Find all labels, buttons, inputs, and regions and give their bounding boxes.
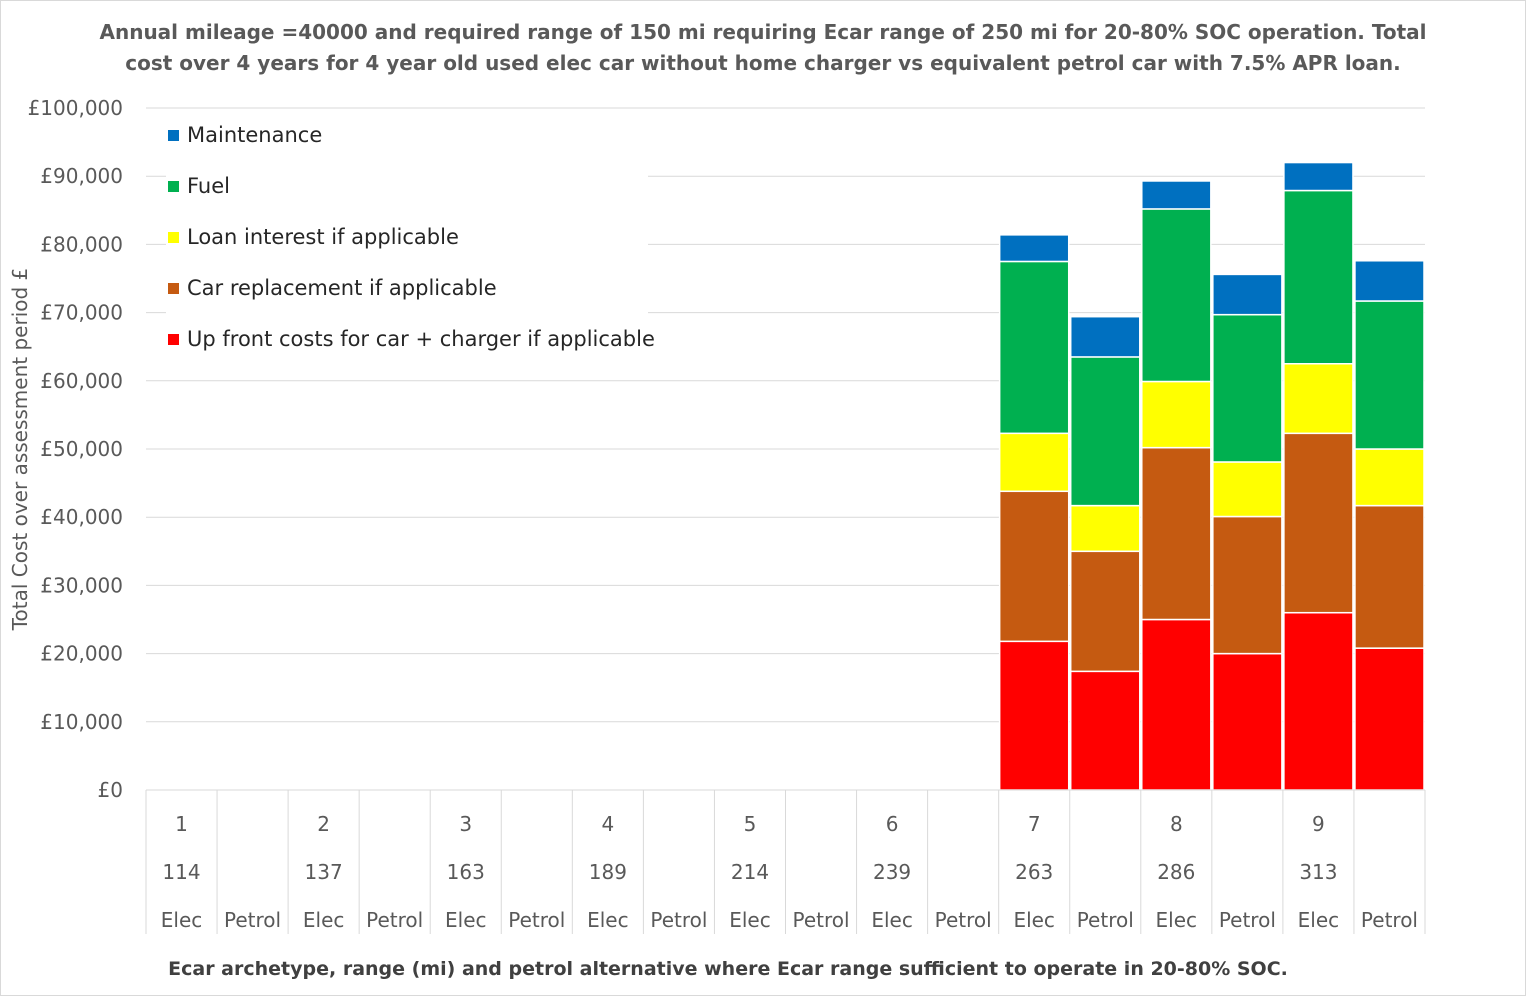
- x-subcategory-label: Petrol: [508, 908, 565, 932]
- bar-segment: [1212, 652, 1283, 791]
- x-subcategory-label: Elec: [445, 908, 487, 932]
- bar-segment: [998, 234, 1070, 263]
- x-subcategory-label: Elec: [1298, 908, 1340, 932]
- x-group-range: 163: [447, 860, 485, 884]
- bar-segment: [1069, 315, 1141, 358]
- legend-swatch: [168, 283, 179, 294]
- y-tick-label: £100,000: [28, 96, 123, 120]
- x-subcategory-label: Petrol: [792, 908, 849, 932]
- x-subcategory-label: Elec: [303, 908, 345, 932]
- x-group-range: 239: [873, 860, 911, 884]
- y-axis-ticks: £0 £10,000 £20,000 £30,000 £40,000 £50,000 £60…: [28, 96, 123, 802]
- legend: Maintenance Fuel Loan interest if applicab…: [166, 118, 655, 360]
- x-group-archetype: 7: [1028, 812, 1041, 836]
- x-group-range: 114: [162, 860, 200, 884]
- x-subcategory-label: Petrol: [1219, 908, 1276, 932]
- x-group-archetype: 4: [601, 812, 614, 836]
- x-subcategory-label: Elec: [1156, 908, 1198, 932]
- bar-segment: [998, 490, 1070, 643]
- y-tick-label: £90,000: [40, 164, 123, 188]
- x-group-range: 137: [305, 860, 343, 884]
- bar-segment: [1141, 446, 1212, 621]
- legend-label: Fuel: [187, 174, 230, 198]
- bar-segment: [1212, 461, 1283, 518]
- y-tick-label: £50,000: [40, 437, 123, 461]
- bar-segment: [1069, 356, 1141, 507]
- bar-segment: [1141, 208, 1212, 383]
- x-group-range: 214: [731, 860, 769, 884]
- legend-label: Car replacement if applicable: [187, 276, 497, 300]
- x-subcategory-label: Elec: [587, 908, 629, 932]
- x-group-range: 313: [1299, 860, 1337, 884]
- bars: [998, 161, 1425, 791]
- legend-label: Maintenance: [187, 123, 323, 147]
- x-group-archetype: 9: [1312, 812, 1325, 836]
- bar-segment: [1283, 611, 1354, 791]
- legend-swatch: [168, 232, 179, 243]
- bar-segment: [1354, 260, 1425, 302]
- y-tick-label: £0: [98, 778, 123, 802]
- bar-segment: [1141, 618, 1212, 791]
- x-group-range: 286: [1157, 860, 1195, 884]
- y-tick-label: £60,000: [40, 369, 123, 393]
- bar-segment: [1283, 363, 1354, 435]
- legend-label: Up front costs for car + charger if appl…: [187, 327, 655, 351]
- chart-title-line-1: Annual mileage =40000 and required range…: [99, 20, 1427, 44]
- x-axis-label: Ecar archetype, range (mi) and petrol al…: [168, 958, 1288, 980]
- bar-segment: [998, 260, 1070, 435]
- x-subcategory-label: Elec: [871, 908, 913, 932]
- y-tick-label: £30,000: [40, 573, 123, 597]
- bar-segment: [1069, 670, 1141, 791]
- x-subcategory-label: Petrol: [366, 908, 423, 932]
- bar-segment: [1141, 180, 1212, 210]
- bar-segment: [998, 640, 1070, 791]
- x-group-archetype: 6: [886, 812, 899, 836]
- x-group-archetype: 2: [317, 812, 330, 836]
- x-group-archetype: 3: [459, 812, 472, 836]
- bar-segment: [1354, 504, 1425, 649]
- x-axis: 1 114 2 137 3 163 4 189 5 214 6 239 7 263 8 286 9 313 Elec…: [145, 789, 1426, 934]
- x-group-range: 189: [589, 860, 627, 884]
- legend-label: Loan interest if applicable: [187, 225, 459, 249]
- legend-swatch: [168, 181, 179, 192]
- x-group-range: 263: [1015, 860, 1053, 884]
- x-group-archetype: 1: [175, 812, 188, 836]
- y-tick-label: £40,000: [40, 505, 123, 529]
- bar-segment: [1283, 161, 1354, 192]
- bar-segment: [1354, 448, 1425, 507]
- x-subcategory-label: Elec: [1013, 908, 1055, 932]
- x-group-archetype: 5: [744, 812, 757, 836]
- legend-swatch: [168, 130, 179, 141]
- bar-segment: [1283, 189, 1354, 365]
- x-subcategory-label: Petrol: [935, 908, 992, 932]
- bar-segment: [1212, 313, 1283, 463]
- y-tick-label: £20,000: [40, 642, 123, 666]
- x-subcategory-label: Petrol: [1077, 908, 1134, 932]
- x-subcategory-label: Elec: [161, 908, 203, 932]
- x-subcategory-label: Petrol: [224, 908, 281, 932]
- legend-swatch: [168, 334, 179, 345]
- bar-segment: [1354, 300, 1425, 450]
- bar-segment: [1354, 647, 1425, 791]
- bar-segment: [1212, 273, 1283, 316]
- x-subcategory-label: Elec: [729, 908, 771, 932]
- bar-segment: [1212, 515, 1283, 655]
- bar-segment: [1141, 380, 1212, 449]
- bar-segment: [1283, 432, 1354, 614]
- bar-segment: [1069, 504, 1141, 553]
- y-tick-label: £70,000: [40, 301, 123, 325]
- y-tick-label: £10,000: [40, 710, 123, 734]
- x-subcategory-label: Petrol: [1361, 908, 1418, 932]
- x-subcategory-label: Petrol: [650, 908, 707, 932]
- bar-segment: [998, 432, 1070, 493]
- x-group-archetype: 8: [1170, 812, 1183, 836]
- chart-title-line-2: cost over 4 years for 4 year old used el…: [125, 51, 1401, 75]
- bar-segment: [1069, 550, 1141, 673]
- y-tick-label: £80,000: [40, 232, 123, 256]
